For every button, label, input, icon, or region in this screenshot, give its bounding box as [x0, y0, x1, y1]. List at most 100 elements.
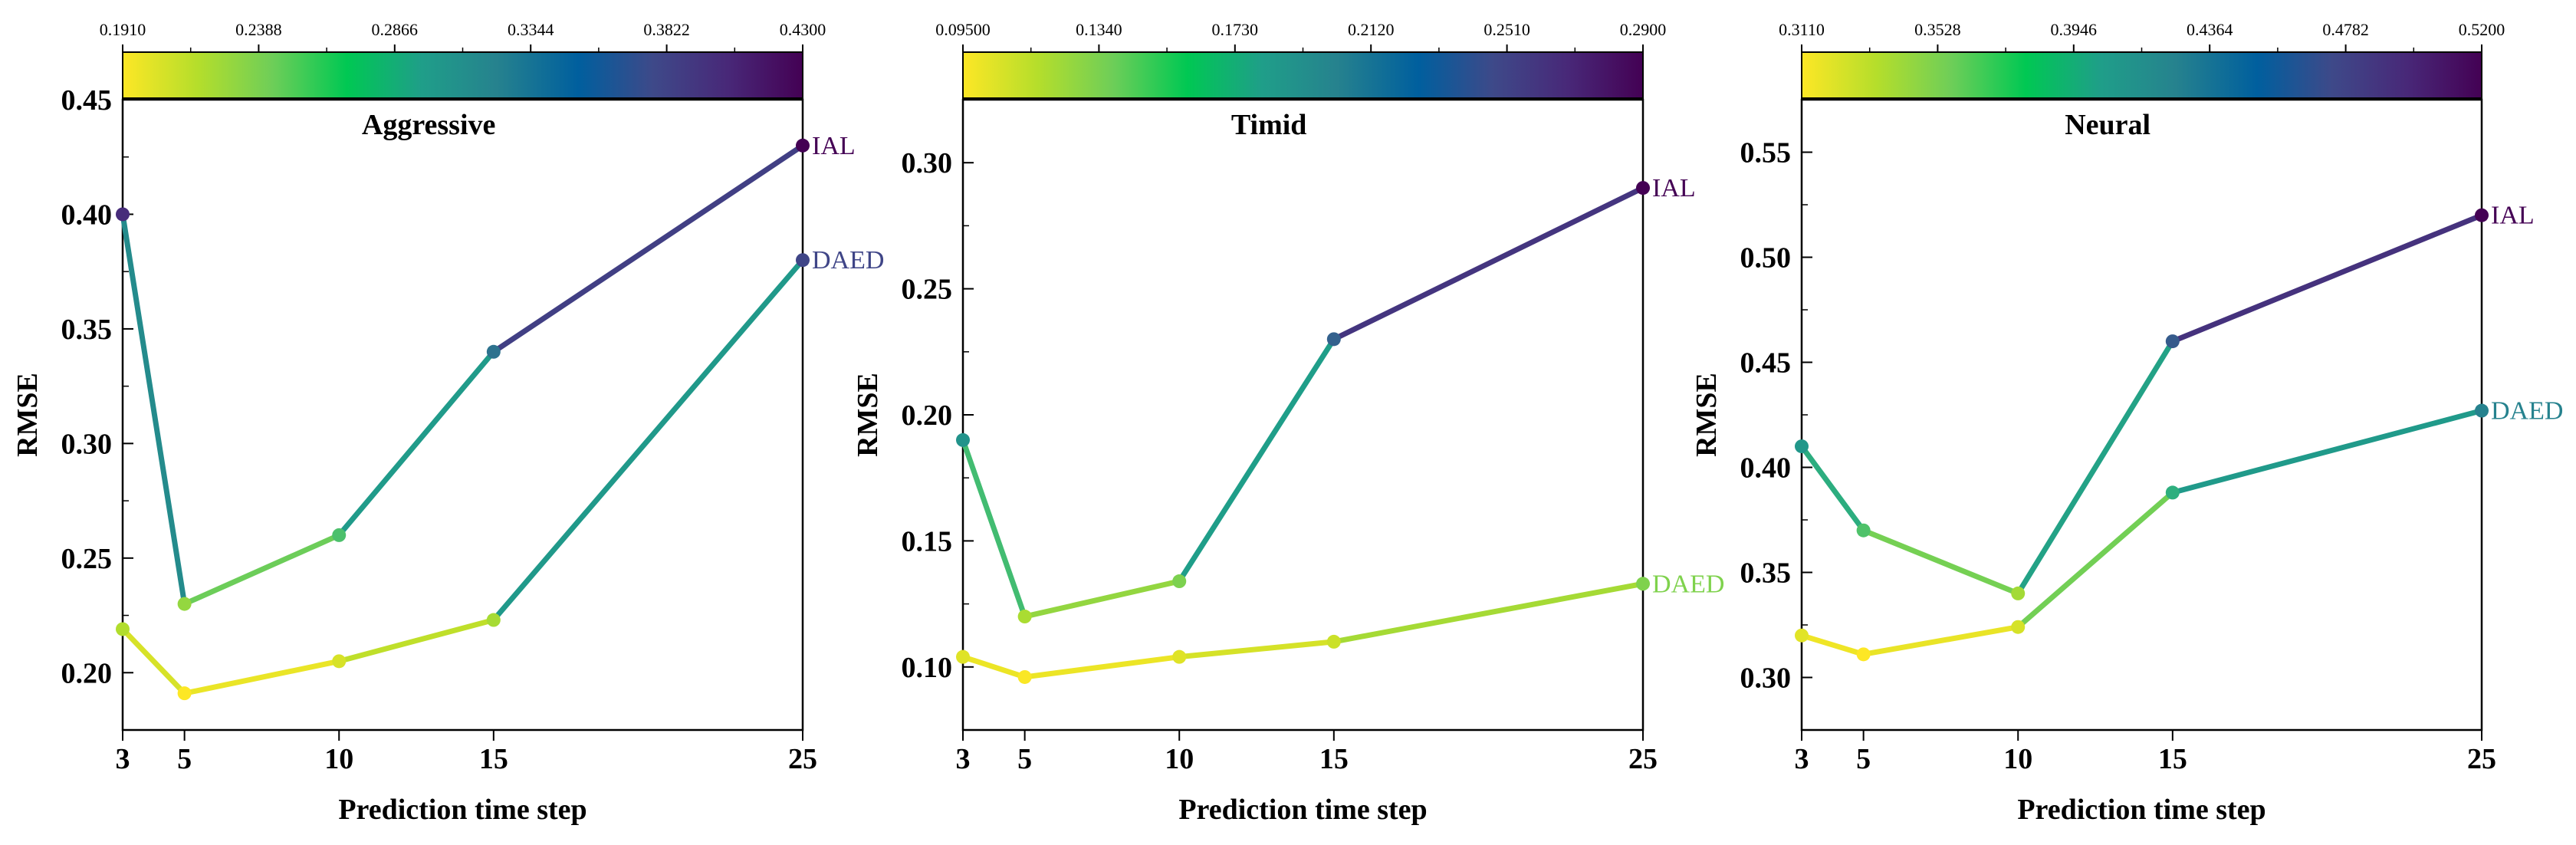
series-ial: IAL [1795, 202, 2535, 600]
data-point [1636, 181, 1650, 196]
series-segment [1799, 633, 1867, 657]
series-segment [182, 658, 342, 696]
x-tick-label: 25 [788, 743, 817, 775]
panel-aggressive: 0.1910 0.2388 0.2866 0.3344 0.3822 0.4300 Aggr… [12, 20, 884, 826]
data-point [332, 528, 347, 542]
series-segment [1799, 443, 1867, 534]
x-tick-label: 10 [2003, 743, 2032, 775]
plot-frame [1800, 98, 2483, 732]
x-tick-label: 3 [956, 743, 971, 775]
data-point [486, 344, 501, 359]
series-end-label: DAED [812, 246, 884, 275]
y-tick-label: 0.25 [61, 543, 113, 575]
data-point [1172, 574, 1187, 589]
series-segment [120, 211, 188, 607]
y-tick-label: 0.40 [1740, 452, 1792, 485]
data-point [1172, 649, 1187, 664]
data-point [177, 597, 192, 611]
data-point [1636, 577, 1650, 591]
y-tick-label: 0.10 [902, 652, 953, 684]
data-point [2011, 586, 2026, 600]
x-tick-label: 25 [1628, 743, 1658, 775]
panel-timid: 0.09500 0.1340 0.1730 0.2120 0.2510 0.2900Tim… [852, 20, 1724, 826]
x-tick-label: 15 [2158, 743, 2187, 775]
data-point [1856, 647, 1871, 662]
x-tick-label: 5 [1017, 743, 1032, 775]
series-segment [120, 626, 188, 696]
series-segment [491, 257, 806, 623]
y-tick-label: 0.40 [61, 199, 113, 231]
series-daed: DAED [956, 570, 1724, 684]
data-point [1326, 332, 1341, 347]
y-tick-label: 0.30 [61, 428, 113, 460]
x-tick-label: 5 [1856, 743, 1871, 775]
x-tick-label: 15 [1319, 743, 1349, 775]
y-tick-label: 0.55 [1740, 137, 1792, 169]
series-end-label: IAL [1652, 174, 1696, 202]
series-daed: DAED [116, 246, 884, 701]
data-point [116, 207, 130, 222]
x-tick-label: 5 [177, 743, 192, 775]
panel-title: Aggressive [362, 109, 496, 141]
series-segment [182, 532, 342, 607]
data-point [796, 253, 810, 268]
x-axis-title: Prediction time step [338, 794, 586, 826]
x-tick-label: 3 [116, 743, 130, 775]
colorbar-tick-label: 0.2866 [372, 20, 419, 39]
series-end-label: DAED [2491, 397, 2563, 426]
data-point [1017, 610, 1032, 624]
y-axis-title: RMSE [12, 373, 44, 457]
series-end-label: DAED [1652, 570, 1724, 598]
data-point [486, 613, 501, 627]
series-segment [1331, 580, 1646, 645]
y-tick-label: 0.20 [61, 657, 113, 689]
x-tick-label: 10 [1165, 743, 1194, 775]
series-segment [1176, 639, 1337, 660]
y-tick-label: 0.25 [902, 274, 953, 306]
series-segment [491, 143, 806, 355]
colorbar-tick-label: 0.4364 [2187, 20, 2233, 39]
y-tick-label: 0.45 [1740, 347, 1792, 380]
series-segment [1861, 624, 2021, 657]
data-point [1326, 634, 1341, 649]
x-axis-title: Prediction time step [2017, 794, 2266, 826]
y-tick-label: 0.45 [61, 84, 113, 117]
panel-neural: 0.3110 0.3528 0.3946 0.4364 0.4782 0.5200 Neur… [1691, 20, 2563, 826]
series-segment [2015, 489, 2176, 630]
series-end-label: IAL [812, 132, 856, 160]
colorbar-tick-label: 0.3344 [508, 20, 554, 39]
y-tick-label: 0.15 [902, 525, 953, 557]
colorbar-tick-label: 0.2510 [1484, 20, 1530, 39]
colorbar-tick-label: 0.2120 [1348, 20, 1395, 39]
series-ial: IAL [956, 174, 1696, 624]
series-segment [1861, 528, 2021, 597]
data-point [956, 432, 970, 447]
data-point [2165, 485, 2180, 500]
x-tick-label: 25 [2467, 743, 2496, 775]
panel-title: Timid [1231, 109, 1307, 141]
colorbar-tick-label: 0.1340 [1076, 20, 1122, 39]
series-segment [1331, 185, 1646, 342]
colorbar-tick-label: 0.09500 [935, 20, 991, 39]
colorbar-tick-label: 0.1910 [100, 20, 146, 39]
colorbar-tick-label: 0.3528 [1914, 20, 1961, 39]
data-point [1017, 669, 1032, 684]
series-segment [336, 349, 497, 538]
y-axis-title: RMSE [1691, 373, 1723, 457]
colorbar-tick-label: 0.5200 [2459, 20, 2505, 39]
data-point [116, 622, 130, 636]
colorbar-tick-label: 0.3110 [1779, 20, 1825, 39]
data-point [2475, 403, 2489, 418]
plot-frame [961, 98, 1644, 732]
y-tick-label: 0.30 [902, 147, 953, 179]
x-axis-title: Prediction time step [1178, 794, 1427, 826]
colorbar-tick-label: 0.2900 [1620, 20, 1667, 39]
data-point [1795, 439, 1809, 454]
colorbar-tick-label: 0.3946 [2051, 20, 2098, 39]
series-segment [2170, 408, 2485, 495]
colorbar-tick-label: 0.4300 [780, 20, 826, 39]
colorbar-tick-label: 0.1730 [1212, 20, 1259, 39]
series-segment [960, 437, 1028, 620]
series-segment [2170, 212, 2485, 344]
